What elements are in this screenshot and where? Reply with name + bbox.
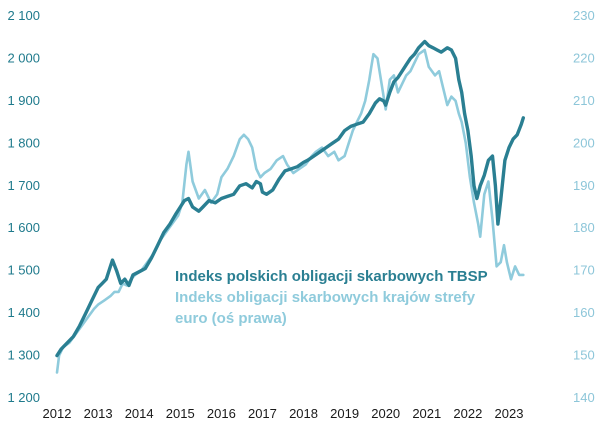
legend-entry-tbsp: Indeks polskich obligacji skarbowych TBS… bbox=[175, 268, 488, 285]
x-tick-label: 2023 bbox=[495, 406, 524, 421]
legend-entry-euro-cont: euro (oś prawa) bbox=[175, 310, 287, 327]
right-tick-label: 140 bbox=[573, 390, 595, 405]
right-tick-label: 180 bbox=[573, 220, 595, 235]
left-tick-label: 1 800 bbox=[7, 135, 40, 150]
x-tick-label: 2020 bbox=[371, 406, 400, 421]
right-tick-label: 150 bbox=[573, 348, 595, 363]
x-tick-label: 2018 bbox=[289, 406, 318, 421]
x-tick-label: 2021 bbox=[412, 406, 441, 421]
left-tick-label: 1 200 bbox=[7, 390, 40, 405]
x-axis-ticks: 2012 2013 2014 2015 2016 2017 2018 2019 2020 2021… bbox=[43, 406, 524, 421]
x-tick-label: 2016 bbox=[207, 406, 236, 421]
left-tick-label: 1 900 bbox=[7, 93, 40, 108]
x-tick-label: 2012 bbox=[43, 406, 72, 421]
x-tick-label: 2015 bbox=[166, 406, 195, 421]
right-tick-label: 170 bbox=[573, 263, 595, 278]
series-lines bbox=[55, 39, 525, 374]
series-line-tbsp bbox=[55, 39, 525, 358]
right-tick-label: 190 bbox=[573, 178, 595, 193]
x-tick-label: 2014 bbox=[125, 406, 154, 421]
legend-entry-euro: Indeks obligacji skarbowych krajów stref… bbox=[175, 289, 476, 306]
legend: Indeks polskich obligacji skarbowych TBS… bbox=[175, 268, 488, 327]
x-tick-label: 2017 bbox=[248, 406, 277, 421]
right-tick-label: 220 bbox=[573, 50, 595, 65]
right-tick-label: 200 bbox=[573, 135, 595, 150]
series-line-euro bbox=[55, 48, 525, 374]
left-tick-label: 1 400 bbox=[7, 305, 40, 320]
right-tick-label: 210 bbox=[573, 93, 595, 108]
left-tick-label: 1 600 bbox=[7, 220, 40, 235]
x-tick-label: 2013 bbox=[84, 406, 113, 421]
x-tick-label: 2022 bbox=[453, 406, 482, 421]
left-tick-label: 1 700 bbox=[7, 178, 40, 193]
x-tick-label: 2019 bbox=[330, 406, 359, 421]
right-tick-label: 160 bbox=[573, 305, 595, 320]
left-axis-ticks: 1 200 1 300 1 400 1 500 1 600 1 700 1 800 1 900… bbox=[7, 8, 40, 405]
left-tick-label: 1 300 bbox=[7, 348, 40, 363]
right-tick-label: 230 bbox=[573, 8, 595, 23]
left-tick-label: 1 500 bbox=[7, 263, 40, 278]
right-axis-ticks: 140 150 160 170 180 190 200 210 220 230 bbox=[573, 8, 595, 405]
left-tick-label: 2 000 bbox=[7, 50, 40, 65]
left-tick-label: 2 100 bbox=[7, 8, 40, 23]
